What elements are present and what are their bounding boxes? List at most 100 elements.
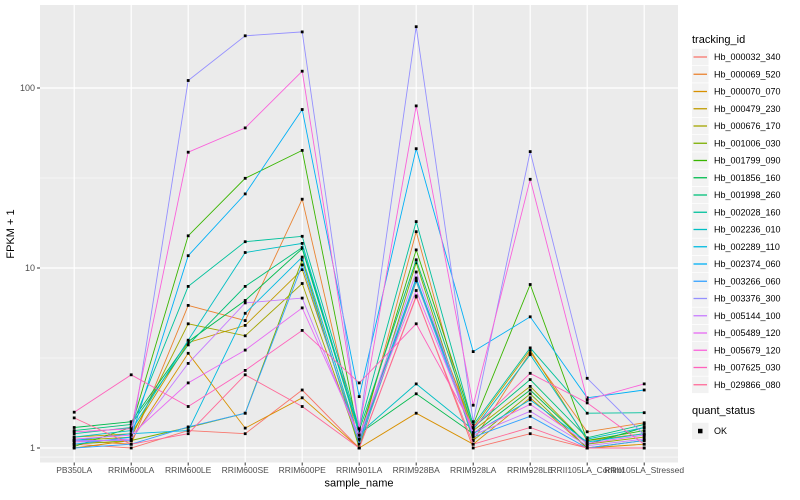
x-tick-label: RRIM600LA [108, 465, 155, 475]
data-point [528, 177, 532, 181]
data-point [300, 296, 304, 300]
legend-label: Hb_002289_110 [714, 242, 780, 252]
data-point [300, 258, 304, 262]
data-point [243, 311, 247, 315]
x-tick-label: RRIM928LA [450, 465, 497, 475]
axis-tick-labels: 1 10 100 PB350LA RRIM600LA RRIM600LE RRIM600SE… [20, 83, 684, 475]
data-point [129, 423, 133, 426]
data-point [528, 378, 532, 381]
data-point [243, 334, 247, 338]
data-point [414, 392, 418, 396]
series-Hb_029866_080 [72, 295, 646, 450]
legend-item-Hb_002236_010: Hb_002236_010 [692, 221, 781, 238]
data-point [243, 126, 247, 130]
legend-label: Hb_001006_030 [714, 138, 781, 148]
data-point [186, 338, 190, 342]
x-tick-label: RRII105LA_Stressed [604, 465, 684, 475]
y-axis-title: FPKM + 1 [5, 209, 17, 258]
data-point [72, 440, 76, 444]
legend-label: Hb_007625_030 [714, 363, 781, 373]
data-point [72, 435, 76, 439]
data-point [243, 251, 247, 254]
data-point [186, 381, 190, 385]
data-point [642, 426, 646, 429]
data-point [300, 108, 304, 111]
x-axis-title: sample_name [324, 478, 393, 490]
legend-label: Hb_000069_520 [714, 69, 781, 79]
legend-tracking-id: Hb_000032_340 Hb_000069_520 Hb_000070_070 H… [692, 48, 781, 394]
data-point [414, 270, 418, 274]
data-point [300, 69, 304, 73]
data-point [243, 299, 247, 302]
data-point [357, 381, 361, 385]
data-point [72, 432, 76, 436]
legend-title-tracking-id: tracking_id [692, 34, 745, 46]
legend-item-Hb_002028_160: Hb_002028_160 [692, 204, 781, 221]
data-point [300, 149, 304, 152]
data-point [72, 445, 76, 448]
data-point [186, 362, 190, 365]
data-point [528, 315, 532, 319]
data-point [642, 423, 646, 426]
legend-label: Hb_005679_120 [714, 345, 781, 355]
legend-item-Hb_003266_060: Hb_003266_060 [692, 273, 781, 290]
data-point [300, 282, 304, 285]
data-point [186, 343, 190, 347]
data-point [528, 414, 532, 418]
data-point [243, 34, 247, 38]
data-point [585, 411, 589, 415]
data-point [357, 437, 361, 441]
data-point [357, 429, 361, 432]
legend-item-Hb_005144_100: Hb_005144_100 [692, 307, 781, 325]
data-point [300, 263, 304, 267]
data-point [186, 340, 190, 343]
legend-label: Hb_003266_060 [714, 276, 781, 286]
legend-item-Hb_000032_340: Hb_000032_340 [692, 48, 781, 66]
data-point [129, 433, 133, 437]
legend-label: Hb_003376_300 [714, 294, 781, 304]
data-point [471, 431, 475, 434]
legend-item-Hb_000676_170: Hb_000676_170 [692, 117, 781, 135]
data-point [129, 435, 133, 439]
data-point [585, 376, 589, 380]
legend-item-Hb_002289_110: Hb_002289_110 [692, 238, 780, 256]
x-tick-label: RRIM928BA [393, 465, 441, 475]
data-point [414, 411, 418, 415]
data-point [243, 369, 247, 372]
legend-item-Hb_001998_260: Hb_001998_260 [692, 186, 781, 204]
data-point [129, 373, 133, 377]
data-point [72, 446, 76, 450]
data-point [300, 30, 304, 34]
data-point [357, 395, 361, 398]
data-point [243, 411, 247, 415]
legend-key-square [698, 428, 703, 434]
data-point [129, 432, 133, 436]
data-point [585, 401, 589, 405]
data-point [414, 147, 418, 151]
data-point [471, 350, 475, 353]
data-point [414, 258, 418, 262]
data-point [186, 254, 190, 258]
series-Hb_003266_060 [72, 263, 646, 450]
data-point [642, 421, 646, 425]
data-point [357, 446, 361, 450]
series-Hb_005489_120 [72, 289, 646, 445]
x-tick-label: RRIM901LA [336, 465, 383, 475]
data-point [585, 442, 589, 445]
data-point [300, 234, 304, 238]
data-point [414, 382, 418, 386]
data-point [129, 429, 133, 432]
data-point [186, 322, 190, 326]
data-point [129, 427, 133, 431]
data-point [414, 104, 418, 108]
legend-label: Hb_001799_090 [714, 156, 781, 166]
data-point [528, 402, 532, 406]
data-point [300, 306, 304, 310]
y-tick-label: 1 [30, 443, 35, 453]
x-tick-label: RRIM600PE [279, 465, 327, 475]
data-point [471, 439, 475, 442]
data-point [642, 388, 646, 392]
data-point [186, 234, 190, 238]
data-point [357, 442, 361, 446]
